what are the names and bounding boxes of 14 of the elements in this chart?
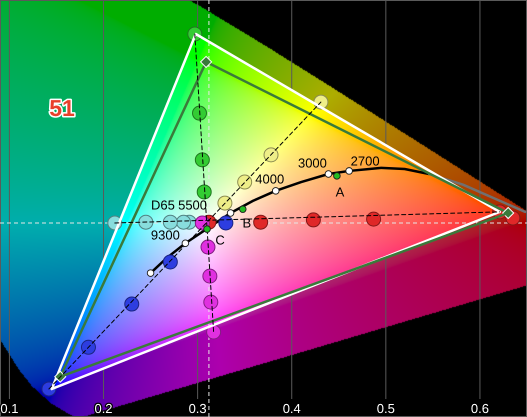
annotation: 4000 (255, 171, 284, 186)
annotation: A (336, 184, 345, 200)
annotation: 51 (49, 95, 75, 121)
x-tick-label: 0.4 (282, 401, 301, 416)
x-tick-label: 0.3 (188, 401, 207, 416)
annotation: D65 (150, 197, 175, 212)
x-tick-label: 0.1 (0, 401, 18, 416)
x-tick-label: 0.6 (470, 401, 489, 416)
annotation: 5500 (178, 198, 208, 213)
annotation: C (215, 232, 225, 248)
x-tick-label: 0.5 (376, 401, 395, 416)
annotation: 3000 (298, 155, 327, 170)
annotation: 9300 (150, 228, 180, 243)
annotation: 2700 (350, 153, 380, 168)
